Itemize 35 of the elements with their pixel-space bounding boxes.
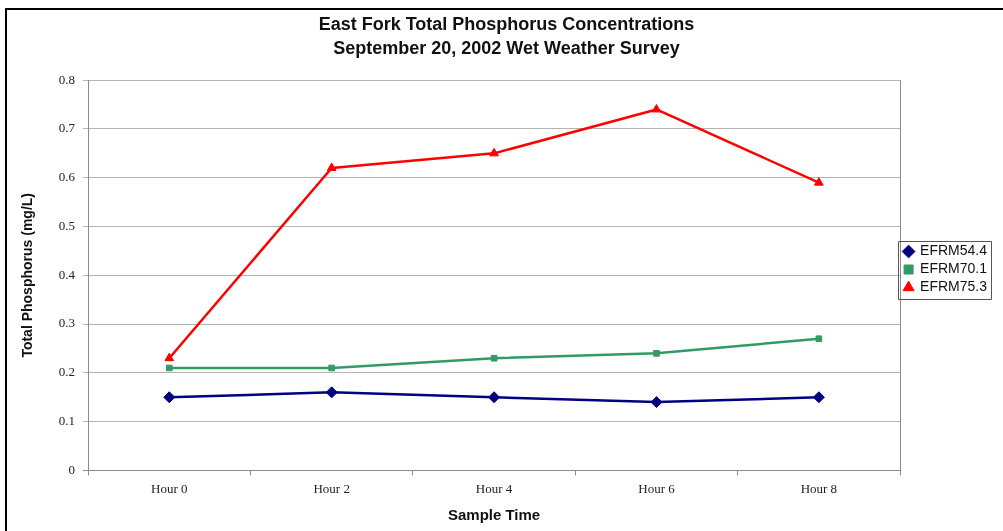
legend-label: EFRM70.1 — [920, 260, 988, 277]
y-tick-label: 0.4 — [58, 266, 76, 282]
point — [165, 364, 173, 372]
y-tick-label: 0.2 — [58, 364, 76, 380]
point — [326, 162, 337, 171]
x-axis-title: Sample Time — [447, 506, 541, 524]
point — [651, 103, 662, 113]
y-tick-label: 0.8 — [58, 71, 76, 87]
y-tick-label: 0.1 — [58, 413, 76, 429]
point — [164, 352, 175, 362]
point — [325, 386, 338, 399]
point — [812, 391, 825, 404]
point — [814, 177, 824, 186]
point — [653, 350, 660, 357]
y-tick-label: 0.3 — [58, 315, 76, 331]
point — [650, 396, 663, 409]
point — [489, 147, 499, 157]
x-tick-label: Hour 0 — [151, 480, 188, 496]
x-tick-label: Hour 6 — [638, 480, 676, 496]
x-tick-label: Hour 2 — [313, 480, 350, 496]
y-tick-label: 0.6 — [58, 169, 76, 185]
x-tick-label: Hour 8 — [800, 480, 838, 496]
point — [488, 391, 501, 404]
point — [815, 335, 823, 343]
point — [490, 354, 498, 362]
y-tick-label: 0.7 — [58, 120, 76, 136]
x-tick-label: Hour 4 — [475, 480, 513, 496]
chart-subtitle: September 20, 2002 Wet Weather Survey — [333, 38, 680, 59]
point — [328, 364, 335, 372]
y-axis-title: Total Phosphorus (mg/L) — [19, 192, 36, 358]
y-tick-label: 0.5 — [58, 217, 76, 233]
y-tick-label: 0 — [68, 461, 76, 477]
legend-label: EFRM54.4 — [920, 242, 988, 259]
legend-label: EFRM75.3 — [920, 278, 988, 295]
chart-title: East Fork Total Phosphorus Concentrations — [318, 13, 695, 34]
